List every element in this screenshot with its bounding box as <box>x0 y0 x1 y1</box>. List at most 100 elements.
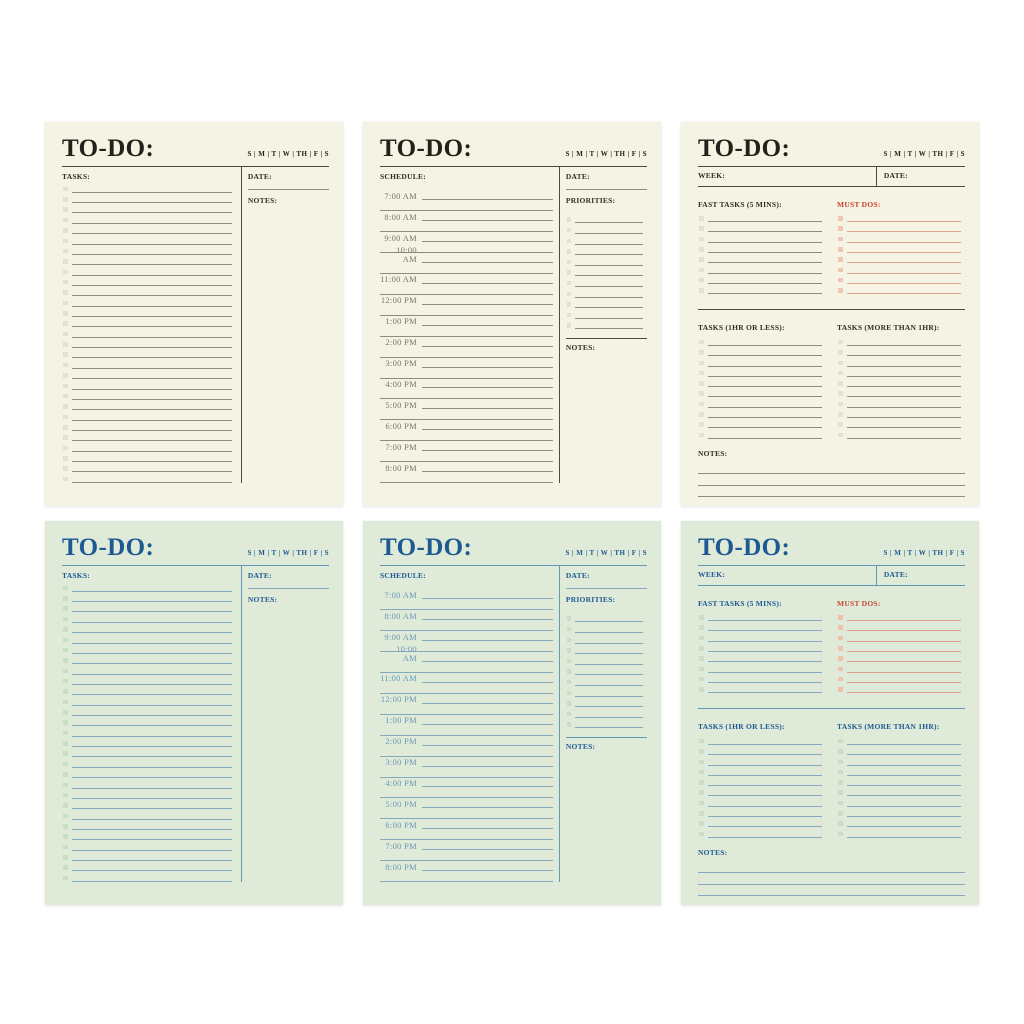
writing-line <box>71 663 232 665</box>
checkbox-icon <box>566 323 572 328</box>
task-row <box>566 223 647 234</box>
tasks-label: TASKS: <box>62 571 91 580</box>
date-label: DATE: <box>883 570 908 579</box>
tasks-column: TASKS: <box>62 566 241 882</box>
task-row <box>698 817 826 828</box>
task-row <box>62 840 236 851</box>
time-slot: 7:00 AM <box>380 589 554 611</box>
time-slot: 4:00 PM <box>380 778 554 799</box>
task-row <box>62 348 236 359</box>
writing-line <box>575 663 643 665</box>
task-row <box>566 665 647 676</box>
writing-line <box>71 704 232 706</box>
writing-line <box>380 326 553 337</box>
todo-card-schedule-cream: TO-DO: S | M | T | W | TH | F | S SCHEDU… <box>363 122 661 506</box>
writing-line <box>846 252 961 254</box>
time-slot: 7:00 PM <box>380 840 554 862</box>
checkbox-icon <box>63 855 68 860</box>
days-of-week: S | M | T | W | TH | F | S <box>883 549 965 557</box>
must-do-row <box>837 673 965 683</box>
writing-line <box>422 702 553 704</box>
task-row <box>837 786 965 797</box>
writing-line <box>846 386 961 388</box>
writing-line <box>71 766 232 768</box>
time-label: 1:00 PM <box>385 316 417 327</box>
task-row <box>62 286 236 297</box>
time-slot: 5:00 PM <box>380 399 554 421</box>
writing-line <box>71 694 232 696</box>
writing-line <box>380 263 553 274</box>
checkbox-icon <box>566 722 572 727</box>
date-label: DATE: <box>565 172 590 181</box>
time-row: 8:00 PM <box>380 462 554 473</box>
writing-line <box>71 295 232 297</box>
writing-line <box>71 870 232 872</box>
checkbox-icon <box>699 288 704 293</box>
task-row <box>837 377 965 388</box>
task-row <box>566 644 647 655</box>
writing-line <box>422 199 553 201</box>
time-label: 8:00 PM <box>385 462 417 473</box>
task-row <box>837 397 965 408</box>
time-slots: 7:00 AM 8:00 AM 9:00 AM 10:00 AM 11:00 AM 12:… <box>380 190 554 484</box>
checkbox-icon <box>63 689 68 694</box>
checkbox-icon <box>699 401 704 407</box>
writing-line <box>846 262 961 264</box>
must-do-row <box>837 222 965 233</box>
task-row <box>62 390 236 400</box>
writing-line <box>707 661 822 663</box>
checkbox-icon <box>63 772 68 777</box>
writing-line <box>707 671 822 673</box>
writing-line <box>707 630 822 632</box>
checkbox-icon <box>63 425 68 430</box>
task-row <box>698 735 826 745</box>
task-row <box>62 799 236 810</box>
time-slot: 3:00 PM <box>380 358 554 379</box>
must-do-row <box>837 274 965 284</box>
checkbox-icon <box>566 648 572 653</box>
card-header: TO-DO: S | M | T | W | TH | F | S <box>62 534 329 564</box>
writing-line <box>575 631 643 633</box>
writing-line <box>846 427 961 429</box>
task-row <box>566 633 647 644</box>
writing-line <box>846 661 961 663</box>
time-row: 12:00 PM <box>380 694 554 704</box>
checkbox-icon <box>699 381 704 386</box>
writing-line <box>422 807 553 809</box>
writing-line <box>575 243 643 245</box>
notes-divider-rule <box>565 338 647 340</box>
task-row <box>837 745 965 756</box>
date-rule <box>565 580 647 590</box>
checkbox-icon <box>699 780 704 785</box>
writing-line <box>575 254 643 256</box>
checkbox-icon <box>838 738 843 744</box>
must-do-row <box>837 631 965 642</box>
checkbox-icon <box>838 759 843 765</box>
checkbox-icon <box>63 834 68 839</box>
checkbox-icon <box>838 350 843 355</box>
task-row <box>62 623 236 634</box>
checkbox-icon <box>63 710 68 715</box>
checkbox-icon <box>63 720 68 725</box>
writing-line <box>422 471 553 473</box>
writing-line <box>422 786 553 788</box>
checkbox-icon <box>63 476 68 482</box>
task-row <box>566 718 647 729</box>
date-label: DATE: <box>247 571 272 580</box>
checkbox-icon <box>838 226 843 231</box>
checkbox-icon <box>566 238 572 244</box>
checkbox-icon <box>63 751 68 756</box>
checkbox-icon <box>566 217 572 222</box>
checkbox-icon <box>699 350 704 355</box>
writing-line <box>707 252 822 254</box>
task-row <box>837 796 965 807</box>
writing-line <box>575 232 643 234</box>
time-row: 10:00 AM <box>380 645 554 663</box>
todo-card-week-green: TO-DO: S | M | T | W | TH | F | S WEEK: … <box>681 521 979 905</box>
time-row: 7:00 PM <box>380 840 554 851</box>
checkbox-icon <box>838 247 843 252</box>
writing-line <box>707 437 822 439</box>
checkbox-icon <box>63 290 68 295</box>
time-slot: 4:00 PM <box>380 379 554 400</box>
tasks-1hr-label: TASKS (1HR OR LESS): <box>698 722 785 732</box>
